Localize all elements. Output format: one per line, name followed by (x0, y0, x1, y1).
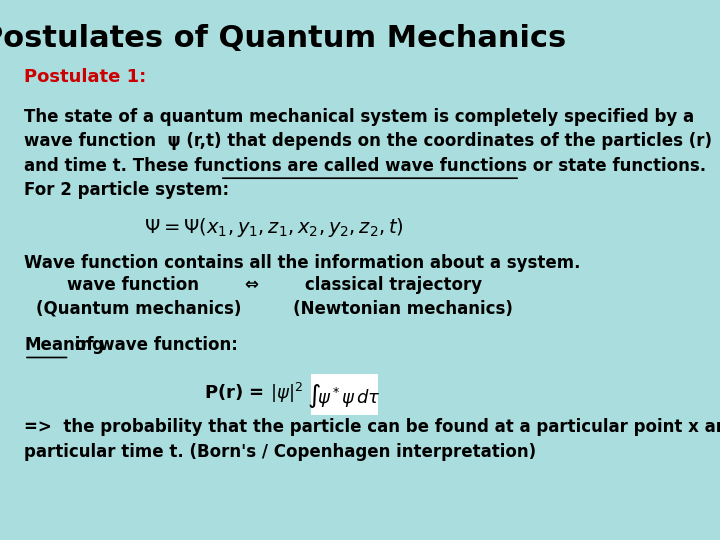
Text: of wave function:: of wave function: (69, 336, 238, 354)
Text: Wave function contains all the information about a system.: Wave function contains all the informati… (24, 254, 580, 272)
Text: wave function        ⇔        classical trajectory: wave function ⇔ classical trajectory (66, 276, 482, 294)
Text: =>  the probability that the particle can be found at a particular point x and a: => the probability that the particle can… (24, 418, 720, 436)
Text: Meaning: Meaning (24, 336, 104, 354)
Text: wave function  ψ (r,t) that depends on the coordinates of the particles (r): wave function ψ (r,t) that depends on th… (24, 132, 712, 150)
Text: The state of a quantum mechanical system is completely specified by a: The state of a quantum mechanical system… (24, 108, 694, 126)
Text: and time t. These functions are called wave functions or state functions.: and time t. These functions are called w… (24, 157, 706, 174)
Text: particular time t. (Born's / Copenhagen interpretation): particular time t. (Born's / Copenhagen … (24, 443, 536, 461)
Text: Postulates of Quantum Mechanics: Postulates of Quantum Mechanics (0, 24, 567, 53)
FancyBboxPatch shape (310, 374, 378, 415)
Text: (Quantum mechanics)         (Newtonian mechanics): (Quantum mechanics) (Newtonian mechanics… (36, 299, 513, 317)
Text: Postulate 1:: Postulate 1: (24, 68, 146, 85)
Text: $\int\!\psi^*\psi\, d\tau$: $\int\!\psi^*\psi\, d\tau$ (307, 382, 382, 410)
Text: For 2 particle system:: For 2 particle system: (24, 181, 229, 199)
Text: $\Psi = \Psi(x_1, y_1, z_1, x_2, y_2, z_2, t)$: $\Psi = \Psi(x_1, y_1, z_1, x_2, y_2, z_… (144, 216, 404, 239)
Text: P(r) = $|\psi|^2$: P(r) = $|\psi|^2$ (204, 381, 303, 405)
